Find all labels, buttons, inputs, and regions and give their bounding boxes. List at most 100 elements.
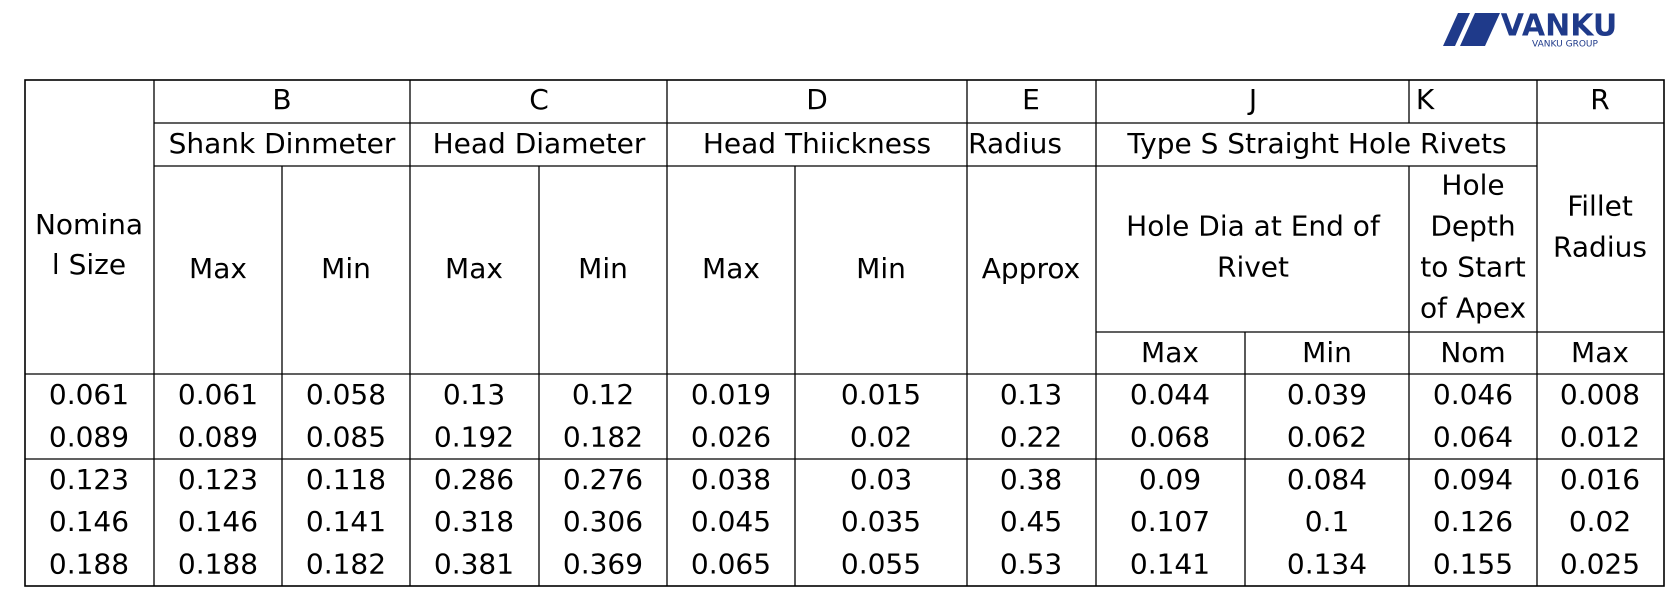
cell: 0.02 <box>850 420 912 453</box>
cell: 0.276 <box>563 463 643 496</box>
cell: 0.107 <box>1130 505 1210 538</box>
cell: 0.13 <box>443 378 505 411</box>
cell: 0.094 <box>1433 463 1513 496</box>
cell: 0.055 <box>841 548 921 581</box>
cell: 0.22 <box>1000 420 1062 453</box>
column-letter: K <box>1416 83 1435 116</box>
column-header: Min <box>578 252 628 285</box>
column-header: Max <box>1571 336 1629 369</box>
group-header: Head Diameter <box>433 127 646 160</box>
logo-mark <box>1443 13 1470 46</box>
cell: 0.318 <box>434 505 514 538</box>
cell: 0.019 <box>691 378 771 411</box>
cell: 0.188 <box>49 548 129 581</box>
column-header: Max <box>445 252 503 285</box>
subgroup-header: Hole <box>1441 169 1504 202</box>
cell: 0.09 <box>1139 463 1201 496</box>
column-header: Approx <box>982 252 1080 285</box>
cell: 0.064 <box>1433 420 1513 453</box>
cell: 0.141 <box>306 505 386 538</box>
cell: 0.089 <box>49 420 129 453</box>
cell: 0.1 <box>1305 505 1350 538</box>
cell: 0.016 <box>1560 463 1640 496</box>
subgroup-header: of Apex <box>1420 292 1526 325</box>
cell: 0.146 <box>178 505 258 538</box>
cell: 0.062 <box>1287 420 1367 453</box>
subgroup-header: Depth <box>1430 210 1515 243</box>
column-header: Nom <box>1440 336 1505 369</box>
cell: 0.038 <box>691 463 771 496</box>
cell: 0.044 <box>1130 378 1210 411</box>
cell: 0.039 <box>1287 378 1367 411</box>
subgroup-header: Radius <box>1553 231 1647 264</box>
column-letter: R <box>1590 83 1609 116</box>
cell: 0.155 <box>1433 548 1513 581</box>
column-header: Min <box>1302 336 1352 369</box>
subgroup-header: Hole Dia at End of <box>1126 210 1381 243</box>
cell: 0.026 <box>691 420 771 453</box>
cell: 0.058 <box>306 378 386 411</box>
cell: 0.045 <box>691 505 771 538</box>
cell: 0.084 <box>1287 463 1367 496</box>
cell: 0.369 <box>563 548 643 581</box>
cell: 0.123 <box>49 463 129 496</box>
cell: 0.381 <box>434 548 514 581</box>
column-header: Max <box>1141 336 1199 369</box>
column-letter: J <box>1247 83 1257 116</box>
column-letter: D <box>806 83 828 116</box>
cell: 0.008 <box>1560 378 1640 411</box>
group-header: Type S Straight Hole Rivets <box>1126 127 1506 160</box>
logo-sub: VANKU GROUP <box>1532 40 1598 50</box>
cell: 0.015 <box>841 378 921 411</box>
logo-brand: VANKU <box>1501 9 1618 44</box>
cell: 0.089 <box>178 420 258 453</box>
logo-mark <box>1460 13 1500 46</box>
cell: 0.123 <box>178 463 258 496</box>
cell: 0.188 <box>178 548 258 581</box>
cell: 0.035 <box>841 505 921 538</box>
cell: 0.286 <box>434 463 514 496</box>
column-letter: B <box>272 83 291 116</box>
cell: 0.182 <box>563 420 643 453</box>
cell: 0.118 <box>306 463 386 496</box>
column-header: Max <box>702 252 760 285</box>
cell: 0.061 <box>49 378 129 411</box>
subgroup-header: Fillet <box>1567 190 1633 223</box>
group-header: Head Thiickness <box>703 127 931 160</box>
cell: 0.046 <box>1433 378 1513 411</box>
cell: 0.45 <box>1000 505 1062 538</box>
group-header: Shank Dinmeter <box>169 127 396 160</box>
cell: 0.38 <box>1000 463 1062 496</box>
column-letter: E <box>1022 83 1040 116</box>
subgroup-header: Rivet <box>1217 251 1289 284</box>
subgroup-header: to Start <box>1420 251 1525 284</box>
cell: 0.012 <box>1560 420 1640 453</box>
cell: 0.12 <box>572 378 634 411</box>
cell: 0.134 <box>1287 548 1367 581</box>
nominal-size-header: Nomina <box>35 208 143 241</box>
cell: 0.061 <box>178 378 258 411</box>
cell: 0.306 <box>563 505 643 538</box>
column-letter: C <box>529 83 549 116</box>
group-header: Head Radius <box>886 127 1062 160</box>
logo: VANKU VANKU GROUP <box>1443 9 1617 50</box>
nominal-size-header: l Size <box>52 248 126 281</box>
column-header: Min <box>321 252 371 285</box>
cell: 0.065 <box>691 548 771 581</box>
column-header: Min <box>856 252 906 285</box>
table-border <box>24 79 1665 587</box>
column-header: Max <box>189 252 247 285</box>
cell: 0.141 <box>1130 548 1210 581</box>
cell: 0.025 <box>1560 548 1640 581</box>
cell: 0.085 <box>306 420 386 453</box>
cell: 0.068 <box>1130 420 1210 453</box>
cell: 0.126 <box>1433 505 1513 538</box>
cell: 0.182 <box>306 548 386 581</box>
cell: 0.192 <box>434 420 514 453</box>
cell: 0.02 <box>1569 505 1631 538</box>
cell: 0.53 <box>1000 548 1062 581</box>
cell: 0.146 <box>49 505 129 538</box>
cell: 0.13 <box>1000 378 1062 411</box>
